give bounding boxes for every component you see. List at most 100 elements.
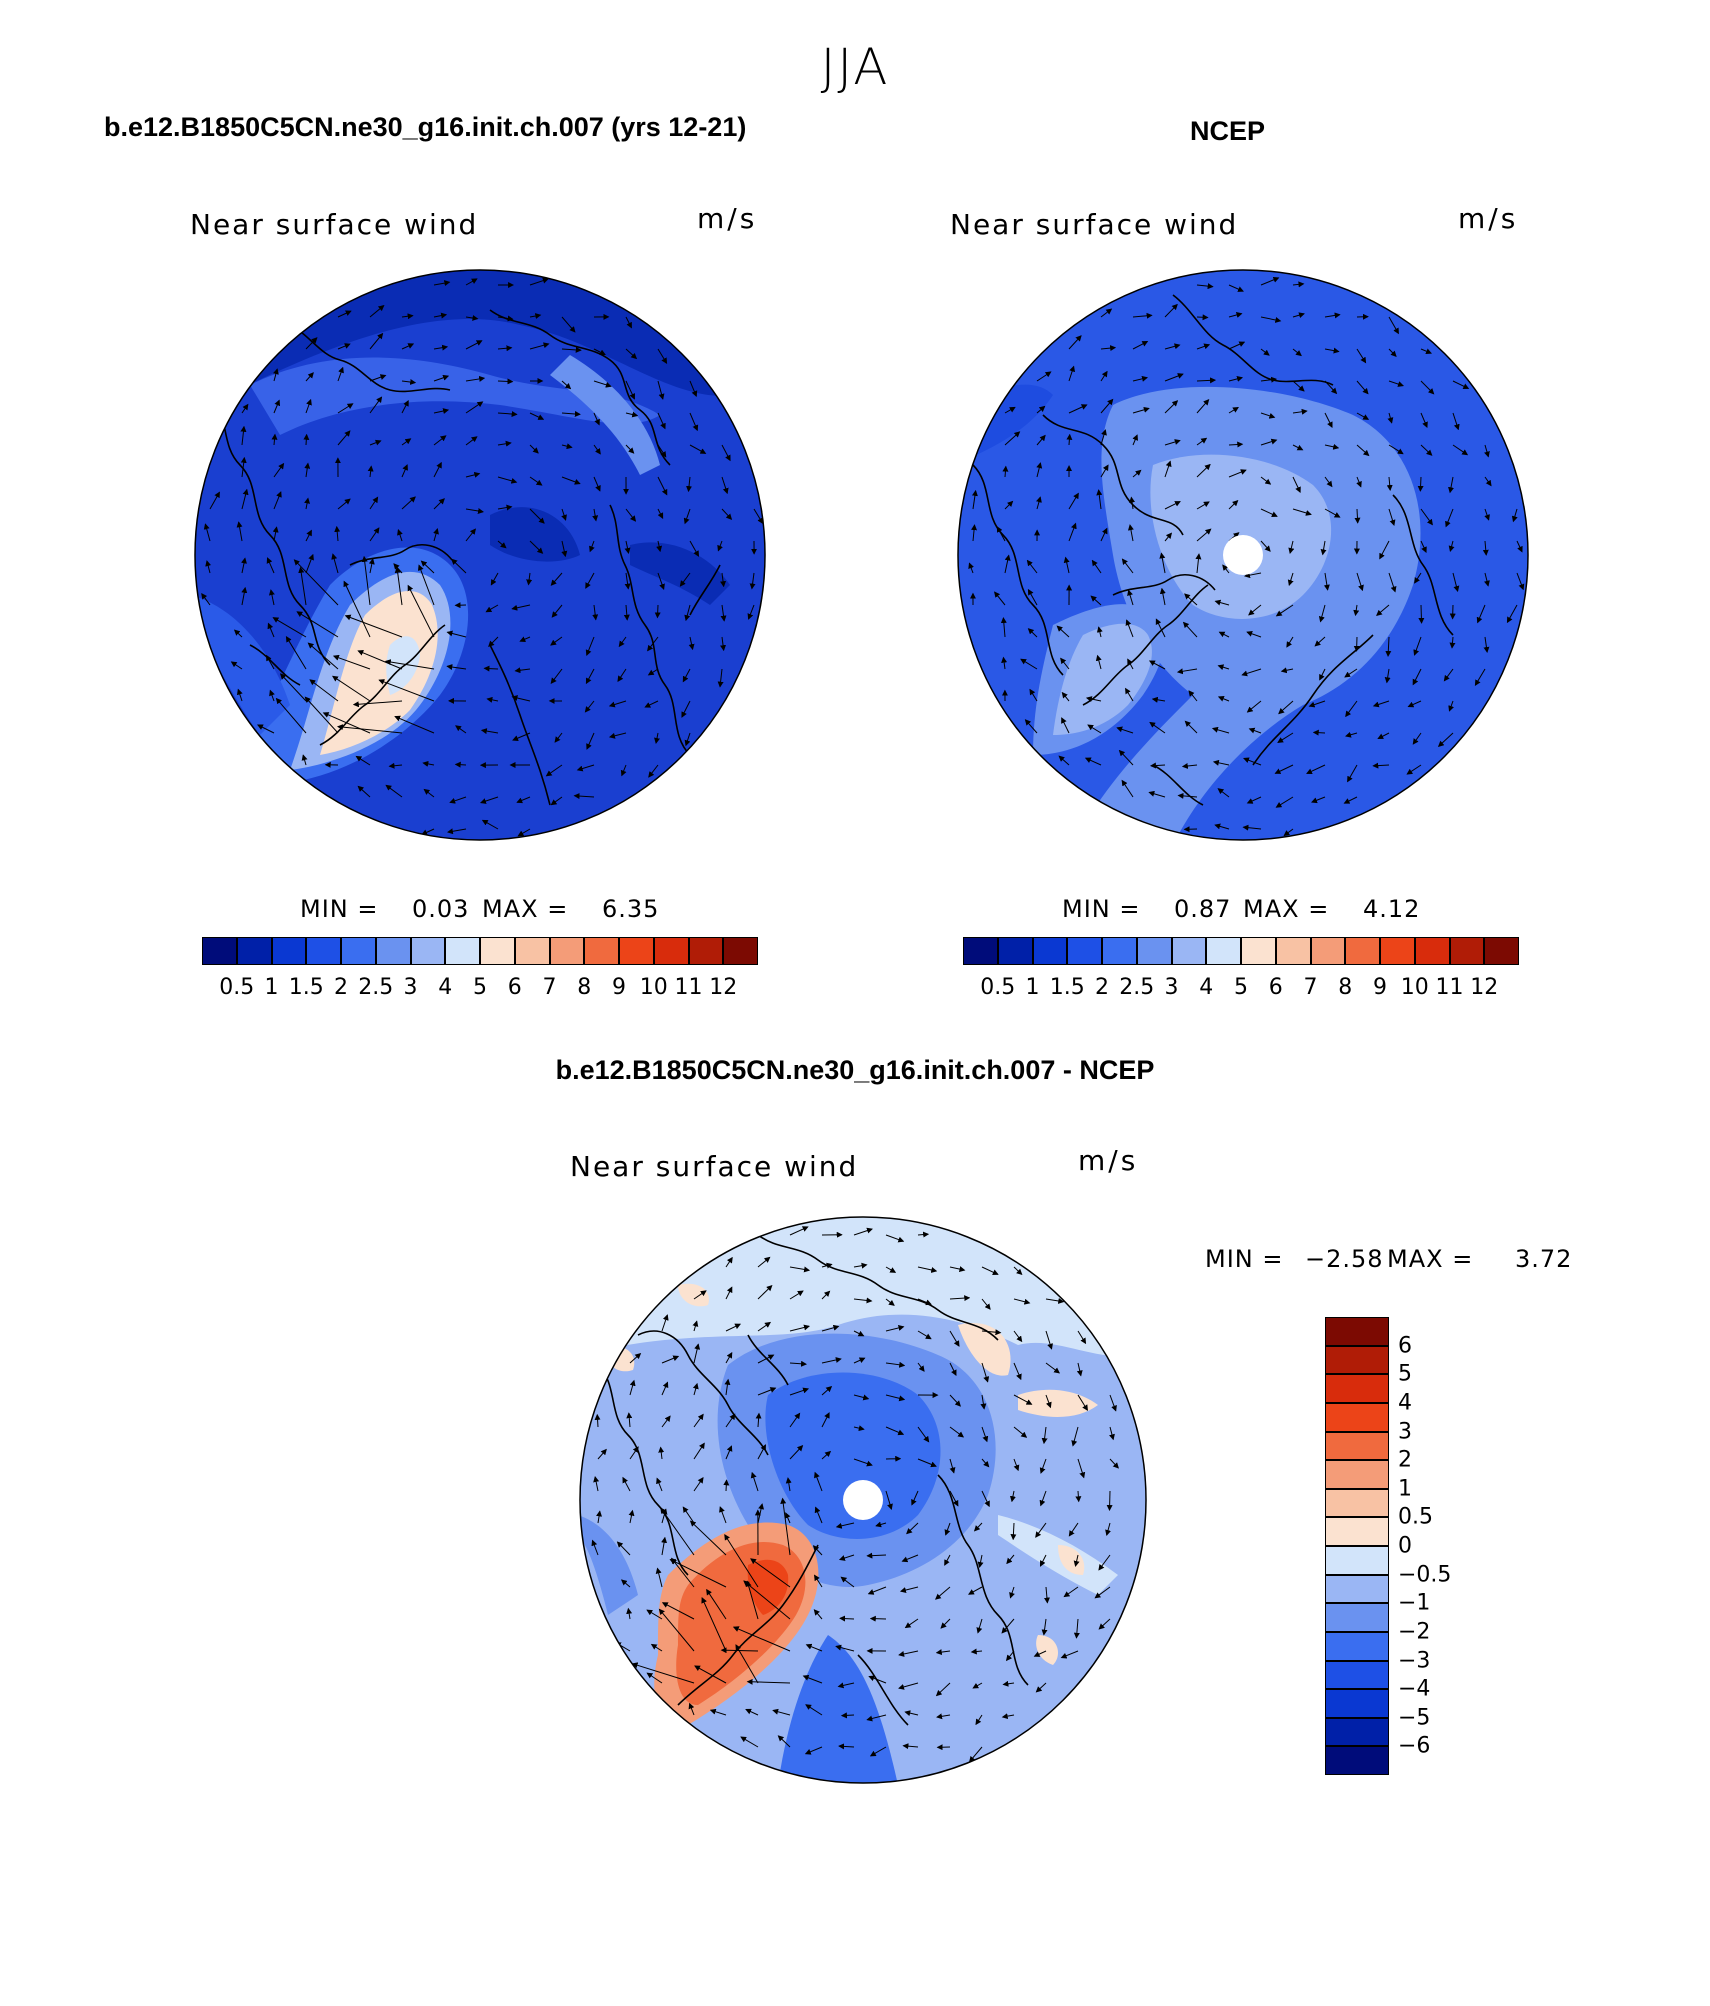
wind-vector	[821, 1324, 840, 1332]
wind-vector	[981, 1426, 989, 1443]
wind-vector	[629, 1379, 636, 1396]
wind-vector	[1228, 441, 1244, 448]
wind-vector	[433, 280, 451, 287]
wind-vector	[1100, 429, 1107, 446]
wind-vector	[725, 1323, 742, 1332]
wind-vector	[679, 572, 691, 587]
wind-vector	[1084, 757, 1102, 766]
wind-vector	[853, 1262, 868, 1269]
wind-vector	[272, 526, 279, 542]
wind-vector	[1068, 335, 1082, 350]
wind-vector	[821, 1385, 833, 1396]
wind-vector	[1058, 755, 1070, 766]
wind-vector	[423, 788, 435, 798]
wind-vector	[1420, 380, 1435, 395]
panel-3-variable-label: Near surface wind	[570, 1150, 859, 1183]
wind-vector	[367, 465, 374, 478]
panel-2-colorbar-swatch	[1067, 937, 1102, 965]
panel-1-max-label: MAX =	[482, 895, 569, 923]
wind-vector	[724, 1378, 731, 1396]
wind-vector	[1129, 496, 1136, 510]
wind-vector	[968, 1746, 983, 1763]
wind-vector	[1344, 668, 1358, 678]
wind-vector	[394, 715, 435, 734]
wind-vector	[805, 1704, 823, 1716]
panel-3-colorbar-swatch	[1325, 1546, 1389, 1575]
wind-vector	[917, 1330, 932, 1340]
wind-vector	[835, 1644, 855, 1652]
wind-vector	[655, 1567, 663, 1588]
wind-vector	[1013, 1266, 1023, 1276]
wind-vector	[1420, 412, 1428, 429]
wind-vector	[407, 584, 435, 638]
wind-vector	[617, 668, 627, 683]
wind-vector	[693, 1477, 704, 1492]
panel-3-colorbar-swatch	[1325, 1460, 1389, 1489]
panel-2-colorbar-swatch	[1032, 937, 1068, 965]
panel-1-colorbar	[202, 937, 758, 965]
wind-vector	[1116, 726, 1134, 734]
wind-vector	[631, 1662, 695, 1684]
wind-vector	[981, 1458, 990, 1468]
wind-vector	[709, 1708, 727, 1716]
wind-vector	[837, 1682, 855, 1689]
wind-vector	[529, 540, 544, 554]
wind-vector	[1132, 375, 1149, 382]
wind-vector	[454, 761, 467, 768]
wind-vector	[394, 566, 403, 606]
wind-vector	[1222, 564, 1230, 574]
wind-vector	[337, 430, 351, 446]
wind-vector	[757, 1321, 772, 1332]
wind-vector	[1343, 796, 1358, 804]
panel-2-colorbar-tick-label: 4	[1199, 975, 1214, 1000]
wind-vector	[725, 1286, 733, 1300]
wind-vector	[433, 435, 447, 446]
wind-vector	[304, 696, 339, 734]
wind-vector	[337, 403, 354, 414]
wind-vector	[526, 572, 533, 586]
wind-vector	[1184, 720, 1198, 734]
wind-vector	[657, 508, 664, 519]
wind-vector	[1033, 1650, 1047, 1657]
panel-2-colorbar-swatch	[997, 937, 1033, 965]
wind-vector	[1319, 668, 1326, 681]
wind-vector	[1159, 552, 1166, 574]
wind-vector	[1353, 604, 1360, 617]
wind-vector	[972, 1682, 983, 1689]
wind-vector	[757, 1256, 771, 1268]
wind-vector	[901, 1554, 919, 1563]
wind-vector	[917, 1458, 937, 1468]
wind-vector	[332, 654, 371, 670]
wind-vector	[853, 1357, 866, 1364]
wind-vector	[1516, 540, 1523, 553]
wind-vector	[1248, 604, 1262, 616]
wind-vector	[1275, 604, 1294, 617]
wind-vector	[516, 796, 531, 804]
wind-vector	[647, 668, 659, 676]
panel-3-max-value: 3.72	[1515, 1245, 1573, 1273]
wind-vector	[977, 1554, 984, 1568]
wind-vector	[789, 1266, 811, 1273]
wind-vector	[486, 696, 499, 703]
panel-2-min-value: 0.87	[1174, 895, 1232, 923]
wind-vector	[378, 679, 435, 702]
wind-vector	[1324, 312, 1341, 319]
wind-vector	[511, 695, 531, 702]
wind-vector	[1372, 762, 1390, 769]
panel-3-title: b.e12.B1850C5CN.ne30_g16.init.ch.007 - N…	[555, 1055, 1155, 1085]
wind-vector	[1125, 619, 1134, 638]
wind-vector	[585, 668, 595, 685]
wind-vector	[401, 438, 412, 446]
wind-vector	[970, 1648, 983, 1655]
wind-vector	[1217, 695, 1230, 702]
wind-vector	[1061, 717, 1070, 734]
wind-vector	[944, 1522, 951, 1536]
wind-vector	[657, 380, 665, 400]
wind-vector	[240, 425, 247, 446]
panel-1-colorbar-tick-label: 6	[507, 975, 522, 1000]
wind-vector	[561, 410, 581, 417]
panel-2-colorbar-swatch	[1345, 937, 1380, 965]
wind-vector	[1324, 347, 1340, 354]
wind-vector	[1076, 1362, 1083, 1377]
wind-vector	[648, 764, 659, 778]
